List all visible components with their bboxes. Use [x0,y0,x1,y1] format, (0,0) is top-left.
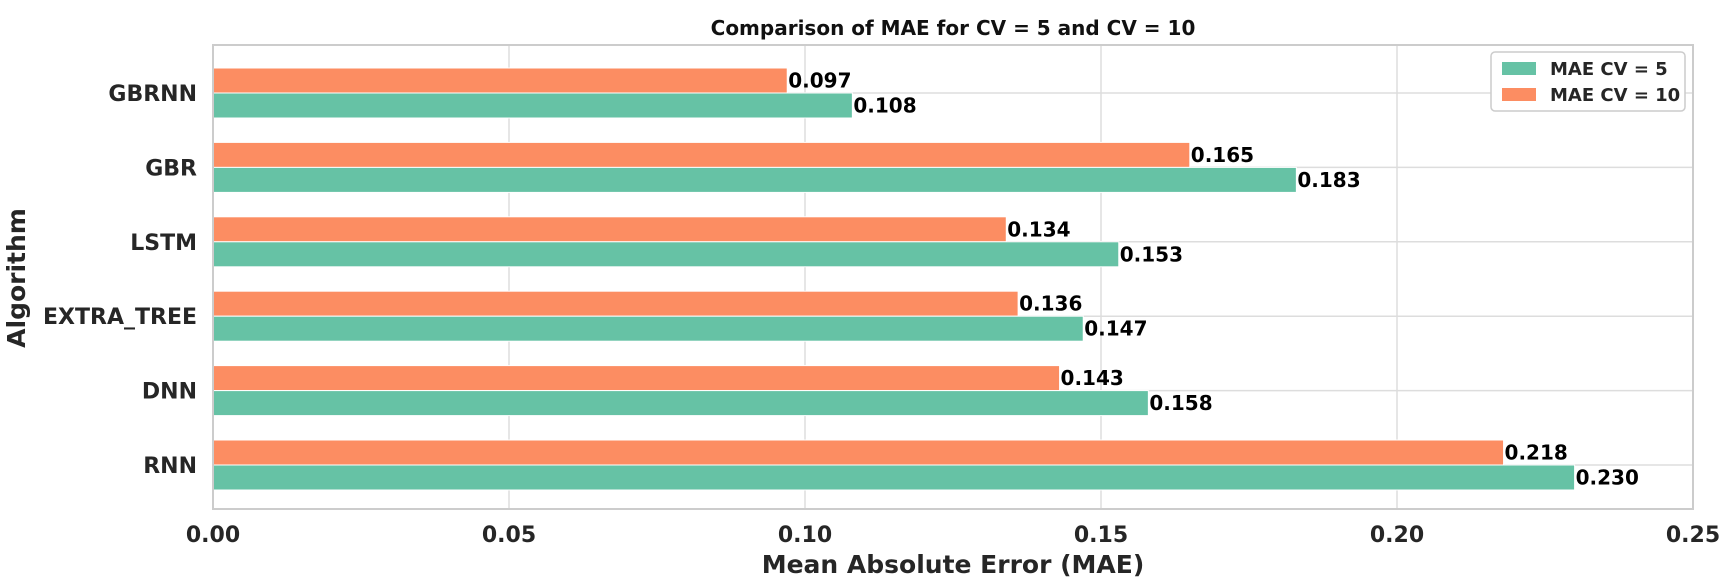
data-label-cv5: 0.108 [853,94,916,118]
legend-swatch-cv10 [1502,88,1536,101]
x-axis-label: Mean Absolute Error (MAE) [762,550,1145,579]
plot-frame [212,44,1694,510]
bar-cv5 [212,241,1120,268]
bar-cv10 [212,67,788,94]
legend-label-cv10: MAE CV = 10 [1550,85,1680,106]
x-tick-label: 0.15 [1074,523,1128,548]
bar-cv10 [212,439,1505,466]
data-label-cv5: 0.158 [1149,391,1212,415]
y-tick-label: GBR [145,156,197,181]
y-tick-label: EXTRA_TREE [43,305,197,330]
y-axis-label: Algorithm [2,208,31,348]
x-tick-label: 0.10 [778,523,832,548]
data-label-cv5: 0.147 [1084,317,1147,341]
legend-box [1490,51,1686,112]
data-label-cv5: 0.183 [1297,168,1360,192]
bar-cv5 [212,92,853,119]
legend-swatch-cv5 [1502,62,1536,75]
bar-cv10 [212,290,1019,317]
x-tick-label: 0.20 [1370,523,1424,548]
data-label-cv5: 0.153 [1120,242,1183,266]
y-tick-label: DNN [142,380,197,405]
bar-cv10 [212,216,1007,243]
x-tick-label: 0.05 [482,523,536,548]
x-tick-label: 0.00 [186,523,240,548]
chart-title: Comparison of MAE for CV = 5 and CV = 10 [711,16,1196,40]
legend-label-cv5: MAE CV = 5 [1550,59,1668,80]
data-label-cv10: 0.218 [1505,441,1568,465]
data-label-cv10: 0.165 [1191,143,1254,167]
y-tick-label: LSTM [130,231,197,256]
bar-cv5 [212,390,1149,417]
x-tick-label: 0.25 [1666,523,1720,548]
ticks: GBRNN GBR LSTM EXTRA_TREE DNN RNN 0.00 0.05 0.10… [43,82,1720,548]
bar-cv5 [212,464,1576,491]
data-label-cv10: 0.143 [1061,366,1124,390]
data-label-cv10: 0.136 [1019,292,1082,316]
data-label-cv10: 0.097 [788,69,851,93]
y-tick-label: RNN [143,454,197,479]
bar-cv10 [212,141,1191,168]
data-label-cv5: 0.230 [1576,466,1639,490]
bar-cv10 [212,365,1061,392]
y-tick-label: GBRNN [108,82,197,107]
data-label-cv10: 0.134 [1007,217,1070,241]
plot-background [213,45,1693,509]
bar-cv5 [212,166,1297,193]
legend: MAE CV = 5 MAE CV = 10 [1490,51,1686,112]
bar-cv5 [212,315,1084,342]
